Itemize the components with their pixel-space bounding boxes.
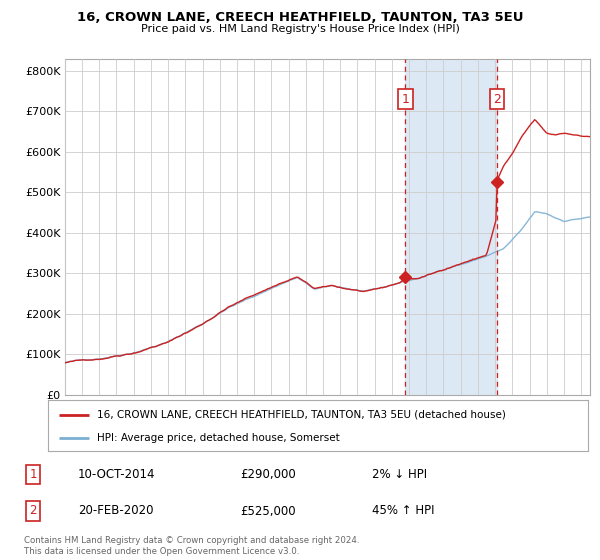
- Text: 45% ↑ HPI: 45% ↑ HPI: [372, 505, 434, 517]
- Text: 20-FEB-2020: 20-FEB-2020: [78, 505, 154, 517]
- Text: HPI: Average price, detached house, Somerset: HPI: Average price, detached house, Some…: [97, 433, 340, 443]
- Text: 1: 1: [401, 92, 409, 106]
- Text: Price paid vs. HM Land Registry's House Price Index (HPI): Price paid vs. HM Land Registry's House …: [140, 24, 460, 34]
- Text: 16, CROWN LANE, CREECH HEATHFIELD, TAUNTON, TA3 5EU: 16, CROWN LANE, CREECH HEATHFIELD, TAUNT…: [77, 11, 523, 24]
- Text: 2: 2: [29, 505, 37, 517]
- Bar: [406, 59, 497, 395]
- Text: £290,000: £290,000: [240, 468, 296, 481]
- Text: Contains HM Land Registry data © Crown copyright and database right 2024.
This d: Contains HM Land Registry data © Crown c…: [24, 536, 359, 556]
- Text: 2: 2: [493, 92, 501, 106]
- Text: 2% ↓ HPI: 2% ↓ HPI: [372, 468, 427, 481]
- Text: 1: 1: [29, 468, 37, 481]
- Text: £525,000: £525,000: [240, 505, 296, 517]
- Text: 10-OCT-2014: 10-OCT-2014: [78, 468, 155, 481]
- Text: 16, CROWN LANE, CREECH HEATHFIELD, TAUNTON, TA3 5EU (detached house): 16, CROWN LANE, CREECH HEATHFIELD, TAUNT…: [97, 409, 505, 419]
